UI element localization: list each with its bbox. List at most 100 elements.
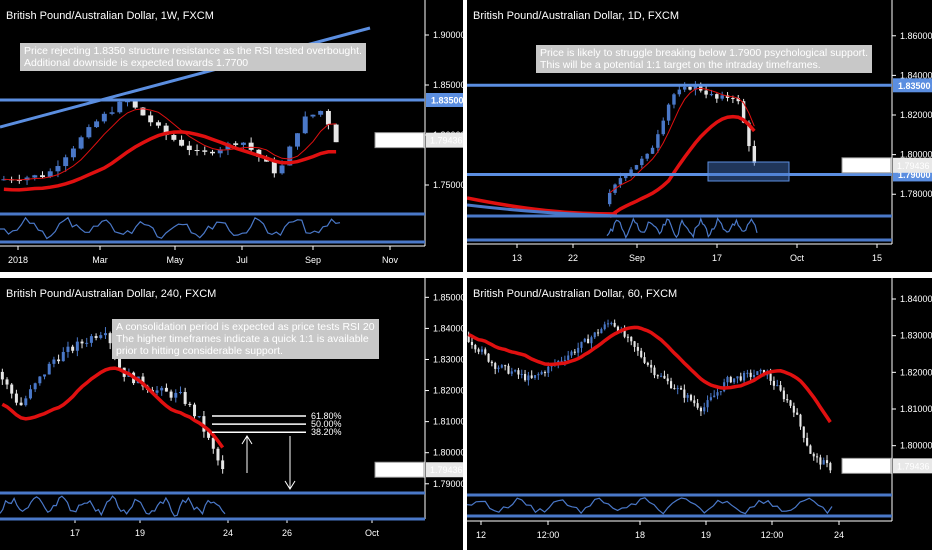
price-tick-label: 1.85000: [433, 292, 463, 302]
candle-body: [689, 395, 693, 401]
candle-body: [89, 336, 93, 343]
candle-body: [487, 353, 490, 362]
candle-body: [789, 400, 792, 406]
candle-body: [623, 329, 626, 337]
rsi-line: [606, 217, 758, 239]
candle-body: [720, 95, 724, 99]
candle-body: [527, 375, 530, 381]
h4-chart-canvas: 1.85000 1.84000 1.83000 1.82000 1.81000 1.800…: [0, 278, 463, 538]
candle-body: [211, 437, 215, 449]
candle-body: [782, 390, 785, 400]
candle-body: [103, 333, 107, 336]
analysis-note: A consolidation period is expected as pr…: [112, 319, 379, 359]
time-tick-label: 19: [701, 530, 711, 540]
candle-body: [118, 356, 122, 368]
candle-body: [769, 373, 772, 381]
rsi-line: [0, 495, 226, 517]
candle-body: [633, 341, 636, 347]
candle-body: [686, 395, 689, 398]
candle-body: [533, 375, 537, 378]
chart-title: British Pound/Australian Dollar, 60, FXC…: [473, 288, 678, 300]
h1-chart-panel[interactable]: 1.84000 1.83000 1.82000 1.81000 1.80000 12 12:…: [467, 278, 932, 550]
candle-body: [666, 104, 671, 121]
price-tick-label: 1.75000: [433, 180, 463, 190]
candle-body: [802, 426, 805, 438]
candle-body: [14, 393, 18, 403]
candle-body: [28, 389, 32, 399]
candle-body: [504, 365, 507, 367]
candle-body: [55, 166, 61, 172]
candle-body: [666, 378, 669, 382]
candle-body: [52, 359, 56, 364]
daily-chart-panel[interactable]: 1.86000 1.84000 1.82000 1.80000 1.78000 13 22 S…: [467, 0, 932, 272]
candle-body: [66, 346, 70, 352]
time-tick-label: 17: [70, 528, 80, 538]
candle-body: [736, 98, 740, 102]
price-tick-label: 1.90000: [433, 30, 463, 40]
chart-title: British Pound/Australian Dollar, 240, FX…: [6, 288, 217, 300]
candle-body: [613, 322, 616, 327]
candle-body: [796, 412, 799, 415]
time-tick-label: 18: [635, 530, 645, 540]
time-tick-label: 22: [568, 253, 578, 263]
candle-body: [590, 337, 593, 344]
candle-body: [310, 114, 316, 117]
candle-body: [809, 445, 812, 454]
fib-level-label: 50.00%: [311, 419, 342, 429]
candle-body: [772, 380, 775, 386]
candle-body: [524, 374, 527, 381]
candle-body: [729, 377, 732, 383]
symbol-tag: [841, 457, 892, 474]
price-tick-label: 1.82000: [900, 110, 932, 120]
candle-body: [650, 147, 655, 154]
candle-body: [560, 360, 563, 362]
candle-body: [188, 403, 192, 405]
candle-body: [819, 457, 822, 465]
candle-body: [197, 416, 201, 418]
candle-body: [194, 150, 200, 152]
analysis-note: Price is likely to struggle breaking bel…: [536, 45, 873, 73]
candle-body: [593, 332, 596, 338]
candle-body: [650, 364, 653, 368]
candle-body: [696, 403, 699, 408]
candle-body: [171, 135, 177, 140]
candle-body: [186, 145, 192, 151]
candle-body: [484, 349, 487, 354]
candle-body: [216, 448, 220, 461]
candle-body: [688, 86, 692, 90]
analysis-note: Price rejecting 1.8350 structure resista…: [20, 43, 366, 71]
candle-body: [547, 366, 550, 373]
candle-body: [325, 110, 331, 125]
candle-body: [741, 101, 746, 123]
ma-slow: [467, 325, 832, 424]
time-tick-label: Oct: [365, 528, 380, 538]
candle-body: [643, 357, 646, 363]
price-tick-label: 1.81000: [900, 404, 932, 414]
candle-body: [706, 400, 709, 408]
candle-body: [713, 395, 716, 398]
candle-body: [302, 116, 308, 134]
candle-body: [806, 437, 809, 446]
candle-body: [108, 333, 112, 344]
level-tag-label: 1.83500: [431, 96, 463, 106]
candle-body: [743, 372, 746, 381]
time-tick-label: Jul: [236, 255, 248, 265]
weekly-chart-canvas: 1.900001.850001.800001.750002018MarMayJu…: [0, 0, 463, 265]
candle-body: [287, 146, 293, 166]
h4-chart-panel[interactable]: 1.85000 1.84000 1.83000 1.82000 1.81000 1.800…: [0, 278, 463, 550]
candle-body: [597, 332, 600, 334]
chart-title: British Pound/Australian Dollar, 1D, FXC…: [473, 10, 680, 22]
candle-body: [19, 402, 23, 406]
candle-body: [606, 323, 610, 325]
candle-body: [24, 398, 28, 406]
candle-body: [318, 110, 324, 115]
candle-body: [646, 362, 649, 365]
candle-body: [174, 392, 178, 398]
weekly-chart-panel[interactable]: 1.900001.850001.800001.750002018MarMayJu…: [0, 0, 463, 272]
candle-body: [490, 361, 493, 364]
candle-body: [799, 414, 802, 427]
candle-body: [816, 456, 819, 458]
candle-body: [470, 341, 474, 346]
candle-body: [656, 134, 660, 148]
